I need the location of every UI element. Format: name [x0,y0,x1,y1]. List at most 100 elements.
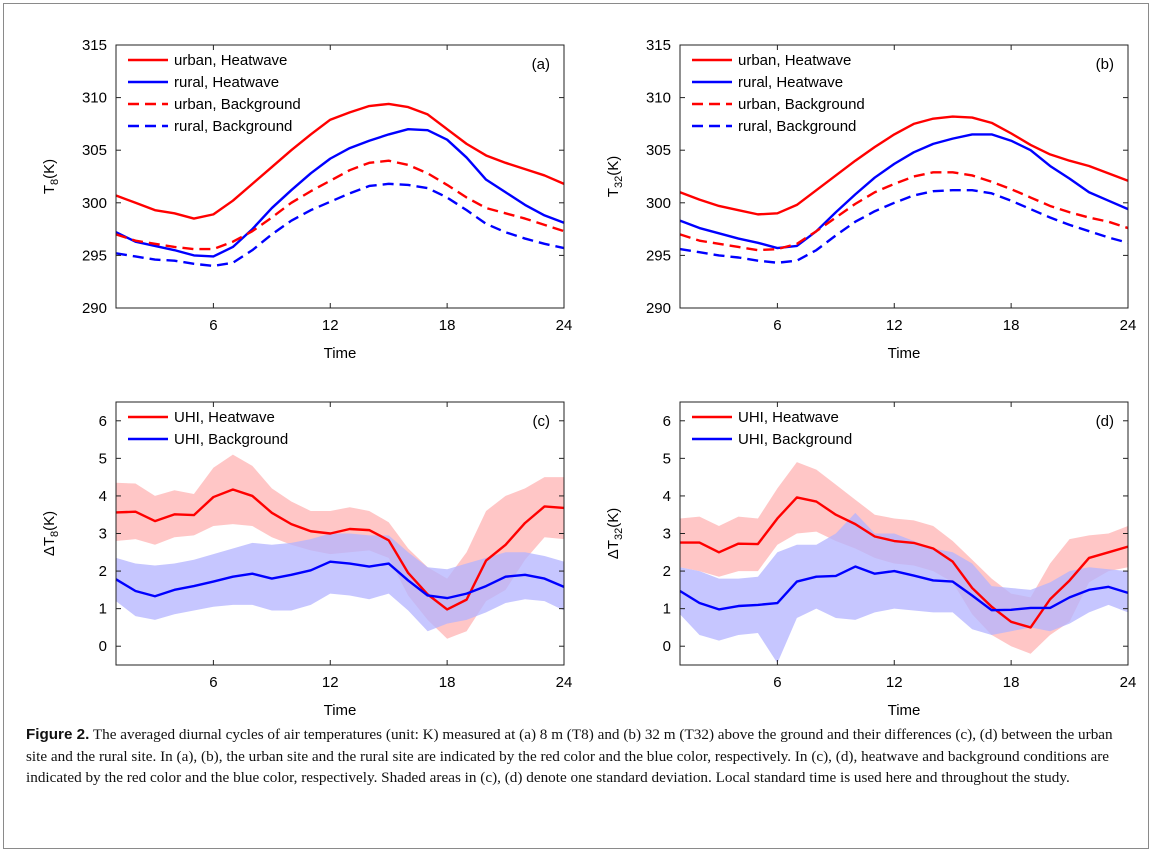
y-tick-label: 6 [663,413,671,430]
y-tick-label: 0 [99,638,107,655]
y-axis-label-main: T [41,185,58,194]
series-line-2 [679,133,1129,250]
x-tick-label: 24 [556,317,573,334]
y-axis-label-main: ΔT [41,537,58,556]
x-tick-label: 12 [322,317,339,334]
figure-caption: Figure 2. The averaged diurnal cycles of… [26,724,1126,789]
legend-label-4: rural, Background [174,118,292,135]
y-tick-label: 5 [663,450,671,467]
legend-label-3: urban, Background [738,96,865,113]
caption-text: The averaged diurnal cycles of air tempe… [26,726,1113,786]
x-tick-label: 24 [556,674,573,691]
y-tick-label: 315 [646,37,671,54]
series-line-3 [679,171,1129,252]
legend-label-1: UHI, Heatwave [738,409,839,426]
y-tick-label: 305 [646,142,671,159]
x-tick-label: 6 [773,317,781,334]
x-tick-label: 12 [322,674,339,691]
x-tick-label: 6 [209,317,217,334]
legend-label-1: urban, Heatwave [174,52,287,69]
x-tick-label: 6 [209,674,217,691]
legend-label-2: UHI, Background [738,431,852,448]
caption-label: Figure 2. [26,726,90,743]
x-tick-label: 18 [1003,317,1020,334]
legend-label-1: UHI, Heatwave [174,409,275,426]
y-tick-label: 3 [99,526,107,543]
x-axis-label: Time [324,345,357,362]
y-tick-label: 0 [663,638,671,655]
panel-label: (b) [1096,56,1114,73]
x-tick-label: 12 [886,317,903,334]
figure-charts: 6 12 18 24290295300305310315TimeT8(K)(a)urb… [41,37,1137,719]
series-line-2 [115,560,565,600]
chart-panel-1: 6 12 18 24 290 295 300 305 310 315 Time T8(K) (a) urb… [41,37,572,362]
series-line-2 [679,565,1129,612]
y-tick-label: 295 [646,247,671,264]
series-line-1 [115,102,565,220]
y-tick-label: 300 [82,195,107,212]
y-axis-label-sub: 8 [49,531,61,537]
y-axis-label-unit: (K) [605,508,622,528]
y-axis-label-unit: (K) [41,159,58,179]
y-tick-label: 4 [663,488,671,505]
legend-label-2: rural, Heatwave [738,74,843,91]
series-line-1 [680,496,1129,629]
x-tick-label: 18 [439,317,456,334]
y-tick-label: 290 [82,300,107,317]
x-tick-label: 12 [886,674,903,691]
y-tick-label: 305 [82,142,107,159]
y-axis-label: ΔT32(K) [605,508,625,559]
y-tick-label: 1 [99,601,107,618]
figure-frame [3,3,1149,849]
y-tick-label: 1 [663,601,671,618]
x-tick-label: 18 [439,674,456,691]
x-tick-label: 6 [773,674,781,691]
y-axis-label-sub: 32 [613,176,625,188]
y-axis-label: T32(K) [605,156,625,197]
x-axis-label: Time [888,345,921,362]
y-axis-label-sub: 32 [613,528,625,540]
y-axis-label: T8(K) [41,159,61,194]
y-tick-label: 310 [82,90,107,107]
y-axis-label-unit: (K) [605,156,622,176]
legend-label-1: urban, Heatwave [738,52,851,69]
y-tick-label: 295 [82,247,107,264]
x-axis-label: Time [888,702,921,719]
legend-label-2: rural, Heatwave [174,74,279,91]
series-line-2 [115,127,565,258]
legend-label-3: urban, Background [174,96,301,113]
series-line-4 [679,188,1129,264]
y-tick-label: 5 [99,450,107,467]
axes-box [115,44,565,309]
axes-box [679,44,1129,309]
x-axis-label: Time [324,702,357,719]
panel-label: (a) [532,56,550,73]
y-tick-label: 4 [99,488,107,505]
legend-label-2: UHI, Background [174,431,288,448]
x-tick-label: 24 [1120,317,1137,334]
y-tick-label: 300 [646,195,671,212]
series-line-4 [115,182,565,268]
series-line-1 [679,115,1129,216]
series-line-3 [115,159,565,251]
y-axis-label: ΔT8(K) [41,511,61,556]
y-tick-label: 6 [99,413,107,430]
y-tick-label: 290 [646,300,671,317]
legend-label-4: rural, Background [738,118,856,135]
chart-panel-2: 6 12 18 24 290 295 300 305 310 315 Time T32(K) (b) ur… [605,37,1136,362]
y-tick-label: 315 [82,37,107,54]
y-tick-label: 2 [99,563,107,580]
series-line-1 [115,488,565,611]
panel-label: (c) [533,413,551,430]
y-tick-label: 310 [646,90,671,107]
x-tick-label: 24 [1120,674,1137,691]
y-tick-label: 2 [663,563,671,580]
std-band-2 [680,512,1128,664]
panel-label: (d) [1096,413,1114,430]
y-axis-label-main: T [605,188,622,197]
y-axis-label-unit: (K) [41,511,58,531]
y-axis-label-main: ΔT [605,540,622,559]
y-axis-label-sub: 8 [49,179,61,185]
